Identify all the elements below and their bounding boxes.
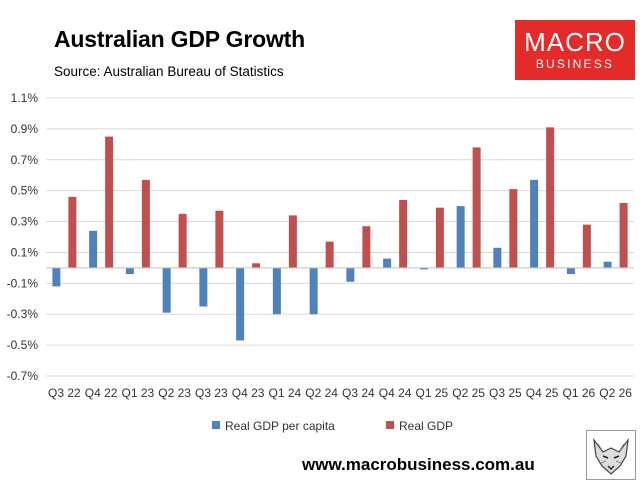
bar-gdp-0 xyxy=(68,196,77,268)
logo-line2: BUSINESS xyxy=(535,57,615,71)
bars xyxy=(52,127,628,341)
x-tick-label: Q1 23 xyxy=(122,386,155,400)
bar-gdp-per-capita-8 xyxy=(346,267,355,282)
bar-gdp-per-capita-3 xyxy=(162,267,171,313)
x-tick-label: Q2 23 xyxy=(158,386,191,400)
bar-gdp-14 xyxy=(582,224,591,268)
bar-gdp-12 xyxy=(509,189,518,268)
x-axis-labels: Q3 22 Q4 22 Q1 23 Q2 23 Q3 23 Q4 23 Q1 24 Q2 24… xyxy=(48,386,632,400)
x-tick-label: Q2 25 xyxy=(452,386,485,400)
bar-gdp-13 xyxy=(546,127,555,268)
bar-gdp-per-capita-13 xyxy=(530,179,539,268)
x-tick-label: Q3 22 xyxy=(48,386,81,400)
y-tick-label: -0.1% xyxy=(7,276,39,290)
x-tick-label: Q1 24 xyxy=(269,386,302,400)
chart-source: Source: Australian Bureau of Statistics xyxy=(54,64,284,79)
y-tick-label: -0.5% xyxy=(7,338,39,352)
y-tick-label: -0.7% xyxy=(7,369,39,383)
bar-gdp-per-capita-5 xyxy=(236,267,245,341)
x-tick-label: Q4 22 xyxy=(85,386,118,400)
y-tick-label: 0.3% xyxy=(11,215,39,229)
bar-gdp-per-capita-12 xyxy=(493,247,502,268)
bar-gdp-5 xyxy=(252,263,261,268)
x-tick-label: Q4 24 xyxy=(379,386,412,400)
x-tick-label: Q2 26 xyxy=(599,386,632,400)
chart-title: Australian GDP Growth xyxy=(54,26,305,52)
bar-gdp-8 xyxy=(362,226,371,268)
bar-gdp-2 xyxy=(141,179,150,268)
bar-gdp-per-capita-0 xyxy=(52,267,61,287)
y-axis-labels: 1.1% 0.9% 0.7% 0.5% 0.3% 0.1% -0.1% -0.3% -0.5% -… xyxy=(7,91,39,383)
y-tick-label: 0.1% xyxy=(11,245,39,259)
bar-gdp-per-capita-2 xyxy=(125,267,134,275)
website-url: www.macrobusiness.com.au xyxy=(302,455,535,474)
bar-gdp-7 xyxy=(325,241,334,268)
bar-gdp-1 xyxy=(105,136,114,268)
x-tick-label: Q4 23 xyxy=(232,386,265,400)
x-tick-label: Q2 24 xyxy=(305,386,338,400)
bar-gdp-9 xyxy=(399,199,408,268)
legend-swatch xyxy=(212,421,220,429)
macrobusiness-logo: MACRO BUSINESS xyxy=(515,20,635,80)
y-tick-label: 0.7% xyxy=(11,153,39,167)
legend-swatch xyxy=(386,421,394,429)
x-tick-label: Q3 23 xyxy=(195,386,228,400)
bar-gdp-per-capita-9 xyxy=(383,258,392,268)
legend-label: Real GDP per capita xyxy=(225,419,335,433)
bar-gdp-6 xyxy=(288,215,297,268)
legend: Real GDP per capita Real GDP xyxy=(212,419,453,433)
gridlines xyxy=(46,97,634,377)
bar-gdp-per-capita-11 xyxy=(456,206,465,268)
x-tick-label: Q4 25 xyxy=(526,386,559,400)
bar-gdp-15 xyxy=(619,203,628,268)
bar-gdp-per-capita-7 xyxy=(309,267,318,315)
bar-gdp-per-capita-6 xyxy=(272,267,281,315)
y-tick-label: -0.3% xyxy=(7,307,39,321)
logo-line1: MACRO xyxy=(524,27,626,57)
y-tick-label: 0.5% xyxy=(11,184,39,198)
bar-gdp-4 xyxy=(215,210,224,268)
x-tick-label: Q3 25 xyxy=(489,386,522,400)
x-tick-label: Q1 25 xyxy=(416,386,449,400)
bar-gdp-per-capita-15 xyxy=(603,261,612,268)
bar-gdp-10 xyxy=(435,207,444,268)
bar-gdp-3 xyxy=(178,213,187,268)
x-tick-label: Q3 24 xyxy=(342,386,375,400)
y-tick-label: 1.1% xyxy=(11,91,39,105)
legend-label: Real GDP xyxy=(399,419,453,433)
x-tick-label: Q1 26 xyxy=(563,386,596,400)
bar-gdp-per-capita-10 xyxy=(419,267,428,270)
bar-gdp-per-capita-1 xyxy=(89,230,98,268)
bar-gdp-per-capita-4 xyxy=(199,267,208,307)
wolf-icon xyxy=(586,430,636,480)
bar-gdp-11 xyxy=(472,147,481,268)
y-tick-label: 0.9% xyxy=(11,122,39,136)
bar-gdp-per-capita-14 xyxy=(566,267,575,275)
